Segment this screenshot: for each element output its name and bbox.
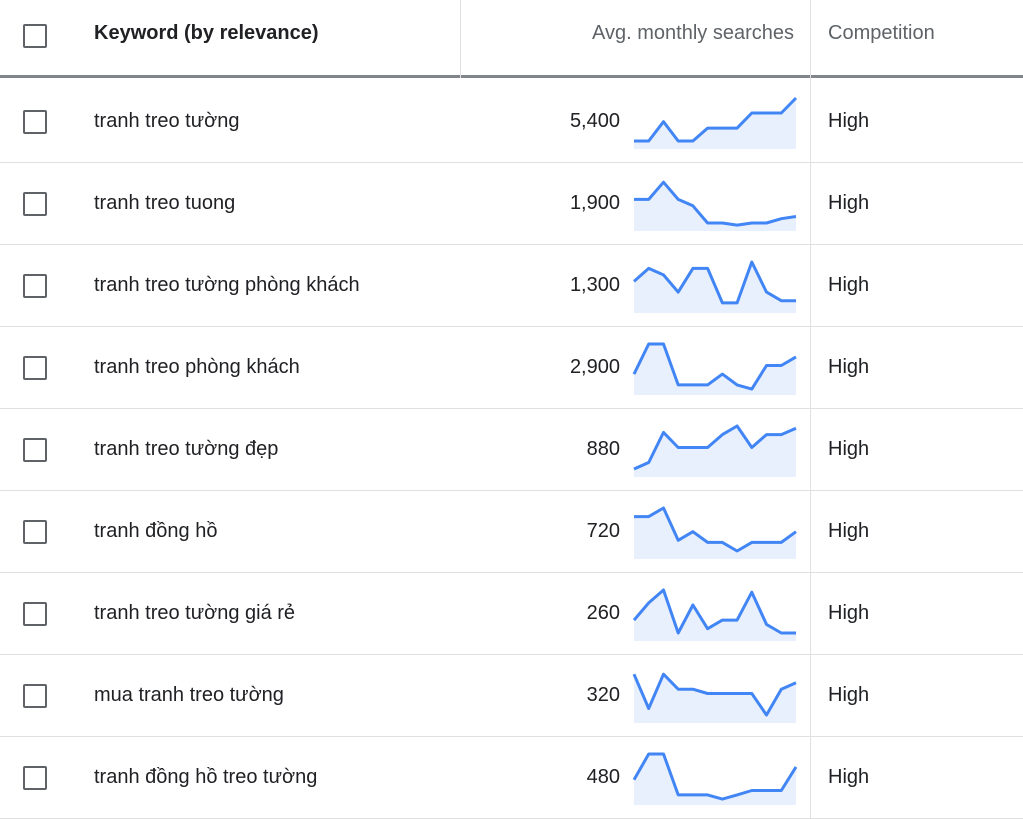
competition-value: High — [828, 766, 870, 788]
row-checkbox[interactable] — [23, 192, 47, 216]
row-checkbox[interactable] — [23, 602, 47, 626]
sparkline-area — [634, 182, 796, 231]
sparkline-area — [634, 674, 796, 723]
table-row[interactable]: tranh treo tường giá rẻ 260 High — [0, 573, 1023, 655]
keyword-column-header[interactable]: Keyword (by relevance) — [94, 22, 319, 44]
table-header: Keyword (by relevance) Avg. monthly sear… — [0, 0, 1023, 78]
table-row[interactable]: tranh treo tường 5,400 High — [0, 81, 1023, 163]
sparkline-area — [634, 754, 796, 805]
sparkline-area — [634, 426, 796, 477]
competition-value: High — [828, 110, 870, 132]
avg-monthly-searches-value: 720 — [586, 520, 620, 542]
sparkline-area — [634, 344, 796, 395]
competition-value: High — [828, 602, 870, 624]
sparkline-area — [634, 508, 796, 559]
row-checkbox[interactable] — [23, 274, 47, 298]
keyword-text: tranh treo tường — [94, 110, 240, 132]
avg-monthly-searches-value: 480 — [586, 766, 620, 788]
trend-sparkline[interactable] — [632, 587, 796, 641]
table-row[interactable]: mua tranh treo tường 320 High — [0, 655, 1023, 737]
keyword-text: tranh treo phòng khách — [94, 356, 300, 378]
trend-sparkline[interactable] — [634, 177, 797, 231]
row-checkbox[interactable] — [23, 684, 47, 708]
avg-monthly-searches-value: 1,300 — [569, 274, 620, 296]
sparkline-line — [632, 588, 796, 635]
competition-value: High — [828, 438, 870, 460]
avg-monthly-searches-value: 2,900 — [569, 356, 620, 378]
avg-monthly-searches-value: 260 — [586, 602, 620, 624]
competition-value: High — [828, 192, 870, 214]
table-row[interactable]: tranh treo tường đẹp 880 High — [0, 409, 1023, 491]
competition-value: High — [828, 520, 870, 542]
keyword-text: tranh đồng hồ treo tường — [94, 766, 318, 788]
trend-sparkline[interactable] — [633, 423, 797, 477]
competition-value: High — [828, 356, 870, 378]
keyword-text: mua tranh treo tường — [94, 684, 284, 706]
table-row[interactable]: tranh đồng hồ 720 High — [0, 491, 1023, 573]
avg-monthly-searches-value: 320 — [586, 684, 620, 706]
sparkline-line — [634, 180, 797, 227]
table-row[interactable]: tranh treo tuong 1,900 High — [0, 163, 1023, 245]
column-divider[interactable] — [460, 0, 461, 78]
keyword-text: tranh treo tường giá rẻ — [94, 602, 296, 624]
sparkline-area — [634, 98, 796, 149]
row-checkbox[interactable] — [23, 520, 47, 544]
sparkline-line — [633, 260, 796, 305]
select-all-checkbox[interactable] — [23, 24, 47, 48]
row-checkbox[interactable] — [23, 438, 47, 462]
keyword-text: tranh treo tường phòng khách — [94, 274, 360, 296]
row-checkbox[interactable] — [23, 110, 47, 134]
competition-column-header[interactable]: Competition — [828, 22, 935, 44]
trend-sparkline[interactable] — [634, 95, 798, 149]
trend-sparkline[interactable] — [633, 259, 796, 313]
table-row[interactable]: tranh đồng hồ treo tường 480 High — [0, 737, 1023, 819]
competition-value: High — [828, 684, 870, 706]
sparkline-line — [634, 506, 797, 553]
sparkline-line — [632, 342, 797, 391]
avg-monthly-searches-value: 880 — [586, 438, 620, 460]
sparkline-line — [632, 752, 798, 801]
avg-monthly-searches-value: 5,400 — [569, 110, 620, 132]
trend-sparkline[interactable] — [634, 505, 797, 559]
trend-sparkline[interactable] — [632, 751, 798, 805]
sparkline-area — [634, 590, 796, 641]
keyword-text: tranh treo tuong — [94, 192, 236, 214]
trend-sparkline[interactable] — [632, 669, 797, 723]
row-checkbox[interactable] — [23, 356, 47, 380]
sparkline-line — [632, 672, 797, 717]
avg-monthly-searches-column-header[interactable]: Avg. monthly searches — [592, 22, 794, 44]
table-row[interactable]: tranh treo tường phòng khách 1,300 High — [0, 245, 1023, 327]
avg-monthly-searches-value: 1,900 — [569, 192, 620, 214]
table-row[interactable]: tranh treo phòng khách 2,900 High — [0, 327, 1023, 409]
competition-value: High — [828, 274, 870, 296]
sparkline-line — [633, 424, 797, 471]
column-divider[interactable] — [810, 0, 811, 818]
trend-sparkline[interactable] — [632, 341, 797, 395]
row-checkbox[interactable] — [23, 766, 47, 790]
sparkline-line — [634, 96, 798, 143]
keyword-text: tranh đồng hồ — [94, 520, 218, 542]
keyword-text: tranh treo tường đẹp — [94, 438, 279, 460]
